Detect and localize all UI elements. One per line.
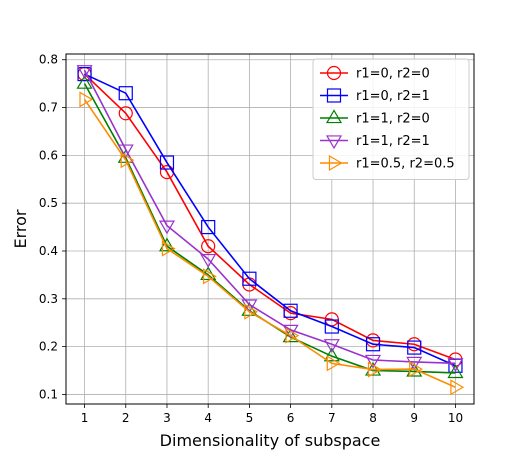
data-point: [447, 364, 464, 379]
x-axis-ticks: 1 2 3 4 5 6 7 8 9 10: [81, 404, 463, 425]
legend-entry: r1=1, r2=1: [320, 134, 430, 150]
legend-label: r1=1, r2=0: [356, 112, 430, 127]
data-point: [324, 319, 339, 334]
data-point: [282, 328, 299, 343]
data-point: [77, 66, 92, 82]
data-point: [283, 303, 298, 318]
series-line: [83, 73, 456, 361]
data-point: [409, 361, 423, 378]
x-tick-label: 9: [410, 411, 418, 425]
data-point: [203, 268, 217, 285]
series-line: [84, 73, 456, 367]
data-point: [282, 324, 299, 339]
x-tick-label: 3: [163, 411, 171, 425]
series-line: [83, 69, 456, 365]
x-tick-label: 5: [246, 411, 254, 425]
data-point: [120, 152, 135, 169]
data-point: [244, 303, 259, 320]
y-tick-label: 0.2: [39, 340, 58, 354]
legend-entry: r1=0.5, r2=0.5: [320, 154, 455, 172]
data-point: [200, 253, 217, 268]
data-point: [76, 74, 93, 89]
legend-entry: r1=0, r2=1: [320, 88, 430, 104]
legend-marker: [328, 154, 343, 172]
legend: r1=0, r2=0 r1=0, r2=1 r1=1, r2=0 r1=1, r2=1…: [312, 58, 470, 180]
x-axis-label: Dimensionality of subspace: [160, 431, 381, 450]
data-point: [118, 106, 133, 121]
y-tick-label: 0.3: [39, 292, 58, 306]
x-tick-label: 2: [122, 411, 130, 425]
data-point: [367, 361, 382, 378]
series-3: [76, 65, 464, 373]
x-tick-label: 6: [287, 411, 295, 425]
data-point: [364, 354, 382, 369]
data-point: [407, 340, 422, 355]
data-point: [117, 144, 134, 159]
legend-marker: [325, 135, 343, 150]
legend-box: [312, 58, 470, 180]
data-point: [326, 355, 341, 372]
y-tick-label: 0.4: [39, 244, 58, 258]
data-point: [285, 327, 300, 344]
data-point: [447, 358, 464, 373]
y-tick-label: 0.7: [39, 101, 58, 115]
plot-frame: [65, 53, 475, 405]
legend-label: r1=0.5, r2=0.5: [356, 157, 455, 172]
data-point: [201, 239, 216, 254]
y-axis-label: Error: [11, 209, 30, 248]
y-tick-label: 0.1: [39, 387, 58, 401]
data-point: [201, 219, 216, 235]
data-point: [118, 86, 133, 101]
legend-label: r1=0, r2=0: [356, 67, 430, 82]
data-point: [158, 237, 176, 252]
legend-entry: r1=0, r2=0: [320, 65, 430, 82]
x-tick-label: 1: [81, 411, 89, 425]
series-line: [83, 98, 456, 388]
legend-label: r1=0, r2=1: [356, 89, 430, 104]
data-point: [450, 379, 465, 396]
x-tick-label: 8: [369, 411, 377, 425]
legend-entry: r1=1, r2=0: [320, 109, 430, 127]
data-point: [242, 271, 257, 286]
y-axis-ticks: 0.1 0.2 0.3 0.4 0.5 0.6 0.7 0.8: [39, 53, 66, 401]
data-point: [161, 240, 176, 257]
data-point: [159, 155, 175, 170]
x-tick-label: 10: [448, 411, 463, 425]
y-tick-label: 0.8: [39, 53, 58, 67]
legend-marker: [326, 88, 342, 103]
data-point: [323, 339, 340, 353]
data-point: [79, 91, 94, 108]
data-point: [323, 347, 340, 362]
legend-marker: [325, 109, 343, 124]
x-tick-label: 7: [328, 411, 336, 425]
series-layer: [76, 65, 465, 396]
legend-marker: [326, 65, 342, 81]
series-4: [79, 91, 465, 396]
y-tick-label: 0.6: [39, 148, 58, 162]
legend-label: r1=1, r2=1: [356, 134, 430, 149]
data-point: [158, 220, 176, 235]
y-tick-label: 0.5: [39, 196, 58, 210]
data-point: [76, 65, 93, 79]
x-tick-label: 4: [204, 411, 212, 425]
data-point: [365, 337, 381, 352]
